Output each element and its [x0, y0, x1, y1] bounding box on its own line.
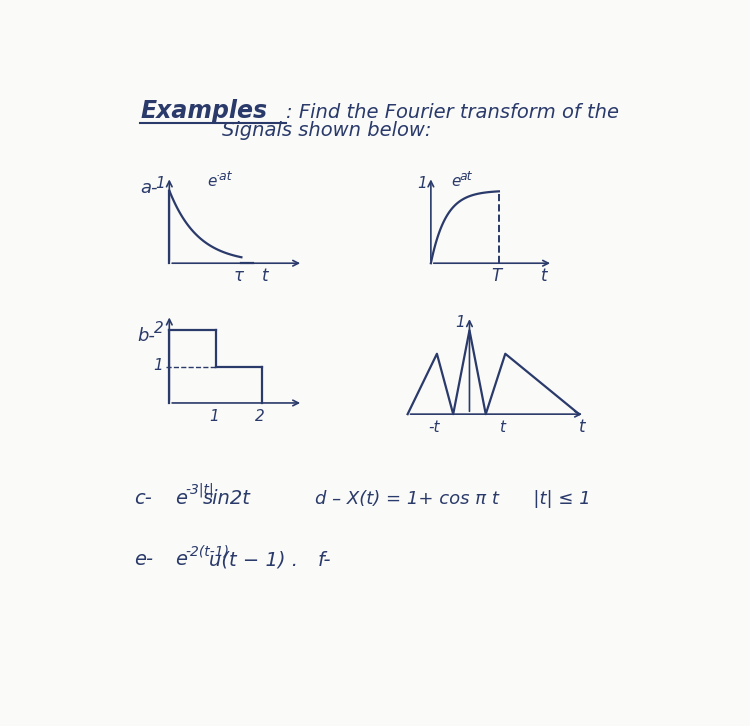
- Text: t: t: [262, 267, 268, 285]
- Text: t: t: [499, 420, 505, 435]
- Text: u(t − 1) .: u(t − 1) .: [209, 550, 298, 569]
- Text: Signals shown below:: Signals shown below:: [222, 121, 431, 140]
- Text: 1: 1: [209, 409, 218, 424]
- Text: -t: -t: [429, 420, 440, 435]
- Text: -3|t|: -3|t|: [185, 483, 214, 497]
- Text: e: e: [175, 489, 188, 507]
- Text: t: t: [542, 267, 548, 285]
- Text: 1: 1: [455, 316, 465, 330]
- Text: at: at: [460, 171, 472, 184]
- Text: : Find the Fourier transform of the: : Find the Fourier transform of the: [286, 103, 619, 122]
- Text: 2: 2: [154, 321, 164, 335]
- Text: f-: f-: [317, 551, 331, 570]
- Text: 1: 1: [154, 357, 164, 372]
- Text: τ: τ: [234, 267, 244, 285]
- Text: -2(t-1): -2(t-1): [185, 544, 230, 558]
- Text: e: e: [175, 550, 188, 569]
- Text: t: t: [579, 418, 586, 436]
- Text: e: e: [207, 174, 217, 189]
- Text: e-: e-: [134, 550, 154, 569]
- Text: T: T: [491, 267, 502, 285]
- Text: sin2t: sin2t: [203, 489, 251, 507]
- Text: c-: c-: [134, 489, 152, 507]
- Text: 1: 1: [155, 176, 165, 192]
- Text: b-: b-: [137, 327, 155, 345]
- Text: d – X(t) = 1+ cos π t      |t| ≤ 1: d – X(t) = 1+ cos π t |t| ≤ 1: [315, 489, 590, 507]
- Text: 1: 1: [417, 176, 427, 192]
- Text: e: e: [452, 174, 460, 189]
- Text: 2: 2: [255, 409, 265, 424]
- Text: Examples: Examples: [140, 99, 267, 123]
- Text: a-: a-: [140, 179, 158, 197]
- Text: ·at: ·at: [216, 171, 232, 184]
